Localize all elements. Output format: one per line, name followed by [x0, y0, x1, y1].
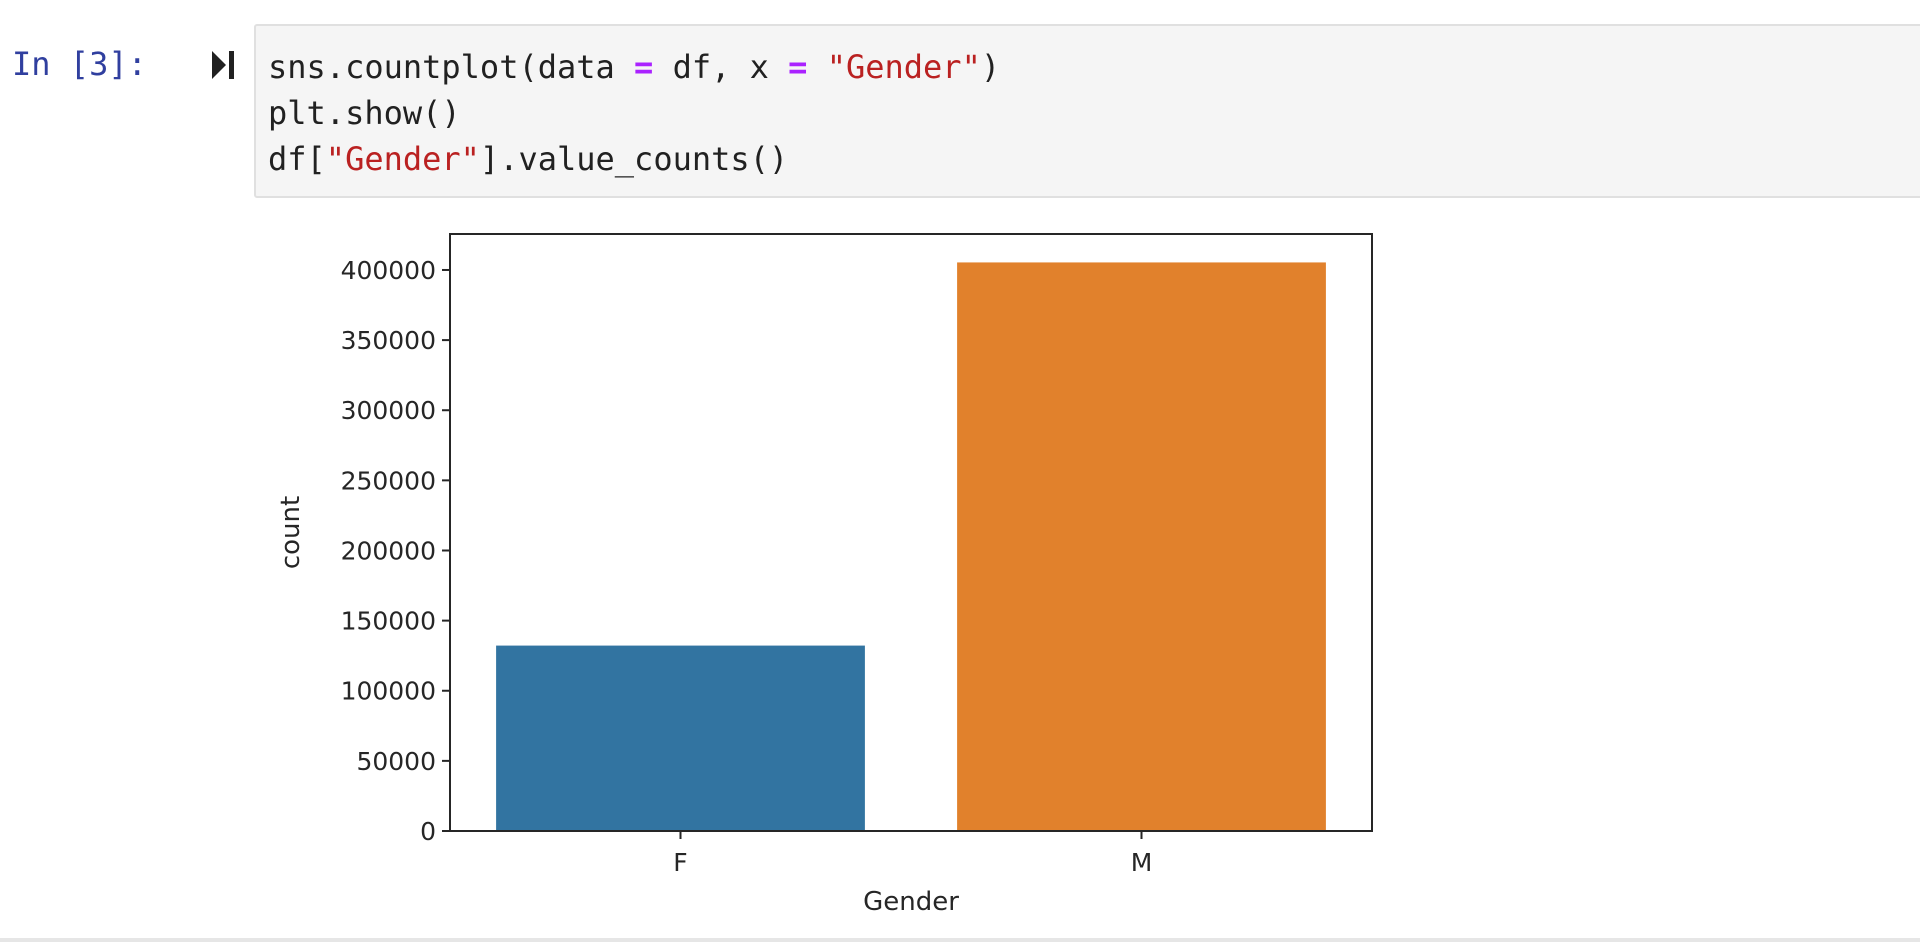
y-tick-label: 350000 [341, 326, 436, 355]
code-token: ].value_counts() [479, 140, 789, 178]
code-token: ) [980, 48, 1001, 86]
y-tick-label: 100000 [341, 677, 436, 706]
code-token: "Gender" [325, 140, 480, 178]
code-token: = [634, 48, 654, 86]
code-token: sns.countplot(data [268, 48, 635, 86]
y-tick-label: 150000 [341, 607, 436, 636]
code-token: df, x [653, 48, 789, 86]
code-editor[interactable]: sns.countplot(data = df, x = "Gender") pl… [268, 44, 1000, 182]
cell-divider [0, 938, 1920, 942]
y-tick-label: 200000 [341, 536, 436, 565]
code-token: df[ [268, 140, 326, 178]
countplot-chart: 0 50000 100000 150000 200000 250000 300000 3500… [276, 233, 1373, 917]
code-token [807, 48, 826, 86]
code-token: plt.show() [268, 94, 461, 132]
code-line: sns.countplot(data = df, x = "Gender") [268, 44, 1000, 90]
x-tick-label: M [1131, 848, 1153, 877]
run-triangle [212, 51, 226, 79]
y-tick-label: 300000 [341, 396, 436, 425]
y-tick-label: 0 [420, 817, 436, 846]
code-input-area[interactable] [254, 24, 1920, 198]
run-cell-icon[interactable] [211, 49, 237, 81]
bar-m [957, 262, 1326, 831]
input-prompt: In [3]: [12, 45, 147, 83]
x-tick-label: F [673, 848, 687, 877]
output-area: 0 50000 100000 150000 200000 250000 300000 3500… [254, 210, 1454, 930]
code-token: = [788, 48, 808, 86]
run-bar [229, 51, 234, 79]
y-tick-label: 400000 [341, 256, 436, 285]
code-token: "Gender" [826, 48, 981, 86]
y-tick-label: 250000 [341, 466, 436, 495]
y-axis-label: count [276, 496, 306, 569]
y-tick-label: 50000 [356, 747, 436, 776]
code-line: df["Gender"].value_counts() [268, 136, 1000, 182]
x-axis-label: Gender [863, 887, 959, 917]
code-line: plt.show() [268, 90, 1000, 136]
plot-frame [449, 233, 1373, 832]
bar-f [496, 645, 865, 831]
